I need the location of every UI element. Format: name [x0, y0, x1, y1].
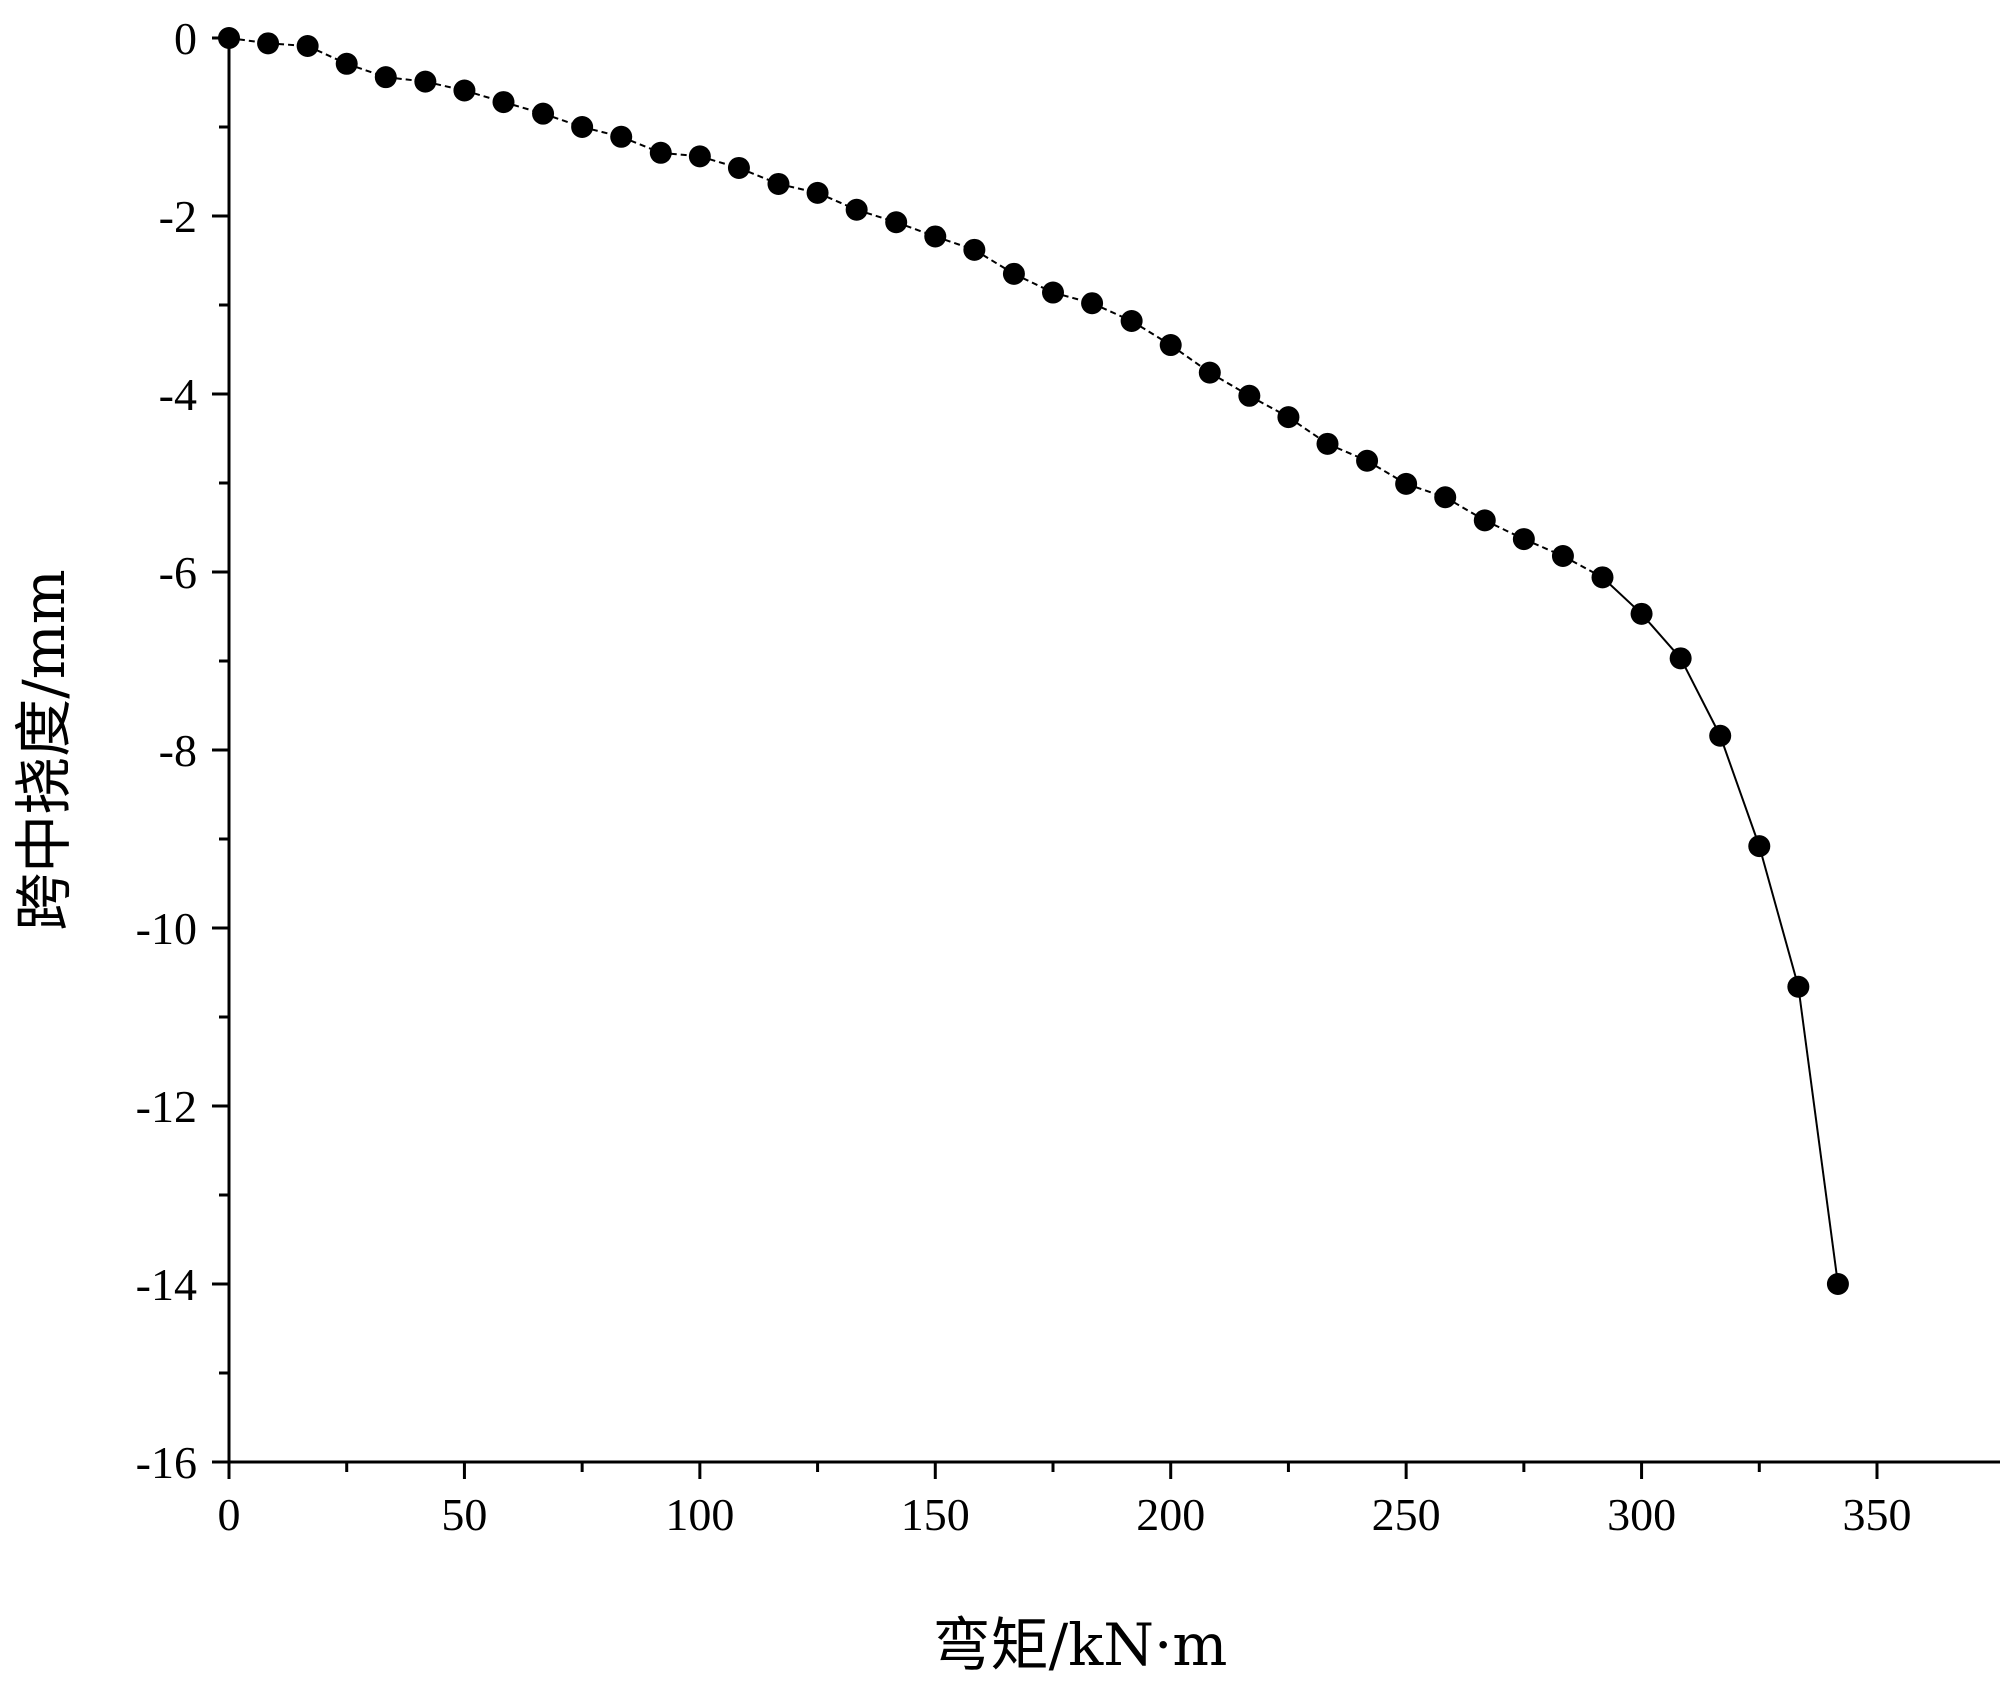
- data-point: [335, 52, 358, 75]
- series-line-segment: [1170, 344, 1211, 374]
- x-axis-title: 弯矩/kN·m: [933, 1611, 1228, 1679]
- series-line-segment: [1131, 320, 1172, 346]
- data-point: [492, 91, 515, 114]
- data-point: [571, 116, 594, 138]
- data-point: [649, 141, 672, 164]
- y-tick-label: -2: [159, 191, 197, 242]
- x-tick-label: 150: [901, 1489, 970, 1540]
- series-line-segment: [1091, 302, 1133, 322]
- x-tick-label: 350: [1843, 1489, 1912, 1540]
- x-tick-label: 250: [1372, 1489, 1441, 1540]
- series-line-segment: [973, 248, 1015, 275]
- data-point: [1081, 292, 1104, 315]
- x-tick-label: 200: [1136, 1489, 1205, 1540]
- data-point: [610, 125, 633, 148]
- data-point: [1120, 310, 1143, 333]
- data-point: [296, 35, 319, 58]
- data-point: [453, 79, 476, 102]
- data-point: [257, 32, 280, 55]
- data-point: [727, 156, 750, 179]
- y-tick-label: -6: [159, 547, 197, 598]
- data-point: [963, 238, 986, 261]
- data-point: [1356, 449, 1379, 472]
- data-point: [374, 66, 397, 89]
- series-line-segment: [1248, 394, 1289, 419]
- series-line-segment: [1719, 735, 1761, 847]
- x-tick-label: 100: [665, 1489, 734, 1540]
- y-axis-title: 跨中挠度/mm: [10, 569, 78, 931]
- series-line-segment: [1366, 459, 1407, 485]
- data-point: [1551, 544, 1574, 567]
- data-point: [1002, 262, 1025, 285]
- data-point: [1198, 361, 1221, 384]
- y-tick-label: -12: [136, 1081, 197, 1132]
- series-line-segment: [1444, 496, 1486, 522]
- y-tick-label: -4: [159, 369, 197, 420]
- data-point: [885, 211, 908, 234]
- data-point: [1512, 528, 1535, 551]
- data-point: [1709, 724, 1732, 747]
- data-point: [1238, 384, 1261, 407]
- data-point: [1159, 334, 1182, 357]
- plot-area: 0 50 100 150 200 250 300 350 0 -2 -4 -6 -8 -10 -12 -14…: [136, 13, 2000, 1540]
- data-point: [1630, 602, 1653, 625]
- x-tick-label: 50: [441, 1489, 487, 1540]
- data-point: [1669, 647, 1692, 670]
- data-point: [218, 27, 240, 49]
- data-point: [924, 225, 947, 248]
- series-line: [228, 37, 1839, 1285]
- y-tick-label: -8: [159, 725, 197, 776]
- y-tick-label: -14: [136, 1259, 197, 1310]
- series-line-segment: [1758, 845, 1800, 988]
- series-line-segment: [1484, 519, 1525, 540]
- data-point: [1591, 566, 1614, 589]
- data-point: [414, 70, 437, 93]
- data-point: [845, 198, 868, 221]
- series-line-segment: [1562, 555, 1603, 579]
- x-tick-label: 0: [218, 1489, 241, 1540]
- data-point: [532, 102, 555, 125]
- x-tick-label: 300: [1607, 1489, 1676, 1540]
- y-tick-label: 0: [174, 13, 197, 64]
- series-line-segment: [1797, 986, 1839, 1285]
- data-point: [1277, 406, 1300, 429]
- data-point: [1787, 975, 1810, 998]
- y-ticks: 0 -2 -4 -6 -8 -10 -12 -14 -16: [136, 13, 229, 1488]
- data-point: [1042, 281, 1064, 304]
- data-point: [1473, 509, 1496, 532]
- x-ticks: 0 50 100 150 200 250 300 350: [218, 1462, 1912, 1540]
- data-point: [1395, 472, 1418, 495]
- data-point: [1826, 1273, 1849, 1295]
- data-point: [1434, 486, 1457, 509]
- y-tick-label: -10: [136, 903, 197, 954]
- data-point: [1316, 432, 1339, 455]
- series-line-segment: [1209, 371, 1250, 397]
- series-line-segment: [1287, 416, 1329, 445]
- series-line-segment: [1679, 657, 1722, 737]
- series-points: [218, 27, 1849, 1295]
- data-point: [688, 145, 711, 168]
- series-line-segment: [1013, 272, 1054, 294]
- data-point: [806, 181, 829, 204]
- y-tick-label: -16: [136, 1437, 197, 1488]
- data-point: [1748, 835, 1771, 858]
- data-point: [767, 172, 790, 195]
